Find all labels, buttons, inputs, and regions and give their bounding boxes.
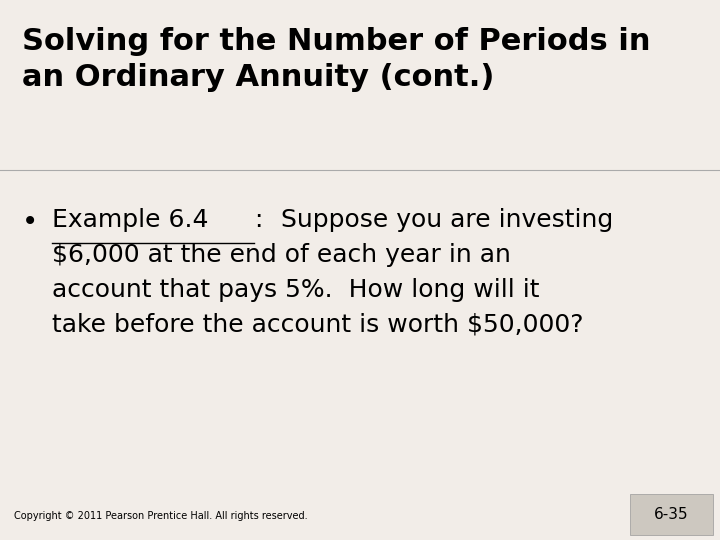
Text: •: •	[22, 208, 38, 236]
Text: $6,000 at the end of each year in an: $6,000 at the end of each year in an	[52, 242, 510, 267]
Text: Example 6.4: Example 6.4	[52, 208, 208, 232]
FancyBboxPatch shape	[630, 494, 713, 535]
Text: account that pays 5%.  How long will it: account that pays 5%. How long will it	[52, 278, 539, 301]
Text: Copyright © 2011 Pearson Prentice Hall. All rights reserved.: Copyright © 2011 Pearson Prentice Hall. …	[14, 511, 308, 521]
Text: 6-35: 6-35	[654, 507, 689, 522]
Text: Solving for the Number of Periods in
an Ordinary Annuity (cont.): Solving for the Number of Periods in an …	[22, 27, 650, 92]
Text: take before the account is worth $50,000?: take before the account is worth $50,000…	[52, 312, 583, 336]
Text: Suppose you are investing: Suppose you are investing	[264, 208, 613, 232]
Text: :: :	[253, 208, 262, 232]
